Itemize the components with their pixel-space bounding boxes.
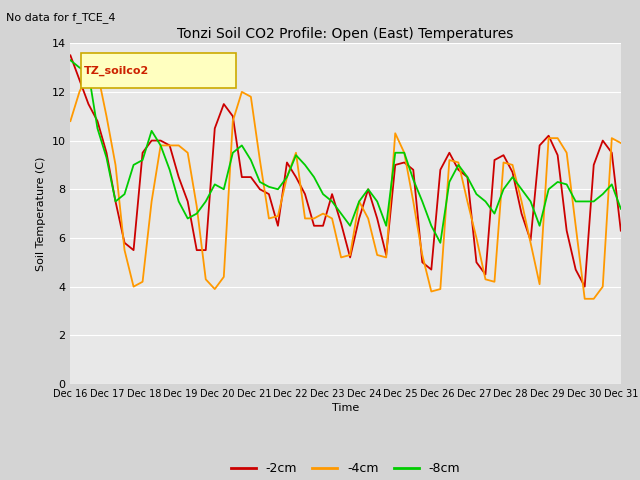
Title: Tonzi Soil CO2 Profile: Open (East) Temperatures: Tonzi Soil CO2 Profile: Open (East) Temp… — [177, 27, 514, 41]
Y-axis label: Soil Temperature (C): Soil Temperature (C) — [36, 156, 46, 271]
X-axis label: Time: Time — [332, 403, 359, 413]
FancyBboxPatch shape — [81, 53, 236, 87]
Text: TZ_soilco2: TZ_soilco2 — [84, 65, 149, 75]
Legend: -2cm, -4cm, -8cm: -2cm, -4cm, -8cm — [226, 457, 465, 480]
Text: No data for f_TCE_4: No data for f_TCE_4 — [6, 12, 116, 23]
